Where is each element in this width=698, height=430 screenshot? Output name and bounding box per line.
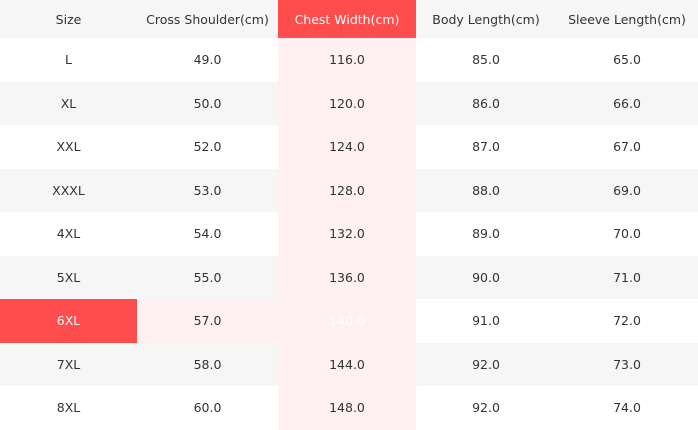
size-cell: 6XL: [0, 299, 137, 343]
table-row: XXXL 53.0 128.0 88.0 69.0: [0, 168, 698, 212]
size-cell: XL: [0, 81, 137, 125]
table-row: XL 50.0 120.0 86.0 66.0: [0, 81, 698, 125]
table-row: 8XL 60.0 148.0 92.0 74.0: [0, 386, 698, 430]
value-cell: 70.0: [613, 226, 641, 242]
table-row: 7XL 58.0 144.0 92.0 73.0: [0, 342, 698, 386]
value-cell: 88.0: [416, 168, 556, 212]
value-cell: 54.0: [193, 226, 222, 242]
size-cell: 5XL: [0, 255, 137, 299]
value-cell: 60.0: [193, 400, 222, 416]
header-cell: Size: [0, 0, 137, 38]
value-cell: 86.0: [416, 81, 556, 125]
value-cell: 57.0: [137, 299, 278, 343]
value-cell: 120.0: [278, 81, 416, 125]
table-row: XXL 52.0 124.0 87.0 67.0: [0, 125, 698, 169]
value-cell: 92.0: [416, 342, 556, 386]
value-cell: 85.0: [472, 52, 500, 68]
size-cell: 7XL: [0, 342, 137, 386]
size-cell: 4XL: [56, 226, 81, 242]
value-cell: 53.0: [137, 168, 278, 212]
value-cell: 87.0: [472, 139, 500, 155]
table-row: L 49.0 116.0 85.0 65.0: [0, 38, 698, 82]
header-cell: Sleeve Length(cm): [556, 0, 698, 38]
value-cell: 65.0: [613, 52, 641, 68]
header-cell: Body Length(cm): [416, 0, 556, 38]
value-cell: 71.0: [556, 255, 698, 299]
value-cell: 67.0: [613, 139, 641, 155]
table-row: 5XL 55.0 136.0 90.0 71.0: [0, 255, 698, 299]
table-body: L 49.0 116.0 85.0 65.0 XL 50.0 120.0 86.0 66.0 XXL…: [0, 38, 698, 430]
value-cell: 58.0: [137, 342, 278, 386]
value-cell: 55.0: [137, 255, 278, 299]
value-cell: 128.0: [278, 168, 416, 212]
value-cell: 136.0: [278, 255, 416, 299]
table-row: 6XL 57.0 140.0 91.0 72.0: [0, 299, 698, 343]
value-cell: 124.0: [278, 125, 416, 169]
header-row: Size Cross Shoulder(cm) Chest Width(cm) Bod…: [0, 0, 698, 38]
header-cell: Cross Shoulder(cm): [137, 0, 278, 38]
size-cell: XXXL: [0, 168, 137, 212]
value-cell: 50.0: [137, 81, 278, 125]
value-cell: 92.0: [472, 400, 500, 416]
table-row: 4XL 54.0 132.0 89.0 70.0: [0, 212, 698, 256]
value-cell: 73.0: [556, 342, 698, 386]
value-cell: 132.0: [278, 212, 416, 256]
value-cell: 66.0: [556, 81, 698, 125]
value-cell: 72.0: [613, 313, 641, 329]
value-cell: 52.0: [193, 139, 222, 155]
value-cell: 69.0: [556, 168, 698, 212]
value-cell: 116.0: [278, 38, 416, 82]
value-cell: 140.0: [278, 299, 416, 343]
value-cell: 74.0: [613, 400, 641, 416]
value-cell: 89.0: [472, 226, 500, 242]
size-cell: 8XL: [56, 400, 81, 416]
value-cell: 90.0: [416, 255, 556, 299]
value-cell: 144.0: [278, 342, 416, 386]
value-cell: 91.0: [472, 313, 500, 329]
size-cell: L: [65, 52, 72, 68]
value-cell: 49.0: [193, 52, 222, 68]
size-cell: XXL: [56, 139, 81, 155]
value-cell: 148.0: [278, 386, 416, 430]
header-cell: Chest Width(cm): [278, 0, 416, 38]
